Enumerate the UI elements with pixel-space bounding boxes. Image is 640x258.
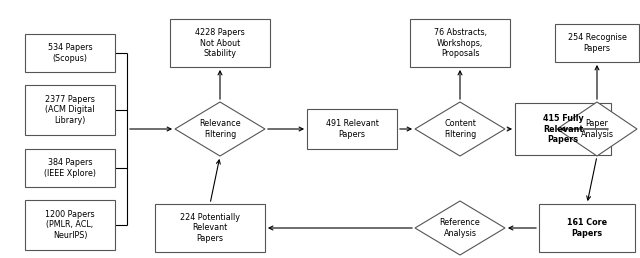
FancyBboxPatch shape (515, 103, 611, 155)
Polygon shape (175, 102, 265, 156)
FancyBboxPatch shape (25, 85, 115, 135)
Text: Relevance
Filtering: Relevance Filtering (199, 119, 241, 139)
Text: 384 Papers
(IEEE Xplore): 384 Papers (IEEE Xplore) (44, 158, 96, 178)
Polygon shape (415, 102, 505, 156)
Text: 224 Potentially
Relevant
Papers: 224 Potentially Relevant Papers (180, 213, 240, 243)
FancyBboxPatch shape (307, 109, 397, 149)
FancyBboxPatch shape (410, 19, 510, 67)
FancyBboxPatch shape (170, 19, 270, 67)
Text: 161 Core
Papers: 161 Core Papers (567, 218, 607, 238)
Text: 254 Recognise
Papers: 254 Recognise Papers (568, 33, 627, 53)
FancyBboxPatch shape (25, 200, 115, 250)
FancyBboxPatch shape (539, 204, 635, 252)
Text: Paper
Analysis: Paper Analysis (580, 119, 614, 139)
Text: Reference
Analysis: Reference Analysis (440, 218, 481, 238)
Polygon shape (557, 102, 637, 156)
FancyBboxPatch shape (555, 24, 639, 62)
Text: 1200 Papers
(PMLR, ACL,
NeurIPS): 1200 Papers (PMLR, ACL, NeurIPS) (45, 210, 95, 240)
FancyBboxPatch shape (25, 34, 115, 72)
Text: 76 Abstracts,
Workshops,
Proposals: 76 Abstracts, Workshops, Proposals (433, 28, 486, 58)
Text: 491 Relevant
Papers: 491 Relevant Papers (326, 119, 378, 139)
FancyBboxPatch shape (25, 149, 115, 187)
Text: 4228 Papers
Not About
Stability: 4228 Papers Not About Stability (195, 28, 245, 58)
Text: 534 Papers
(Scopus): 534 Papers (Scopus) (48, 43, 92, 63)
Polygon shape (415, 201, 505, 255)
Text: 2377 Papers
(ACM Digital
Library): 2377 Papers (ACM Digital Library) (45, 95, 95, 125)
Text: Content
Filtering: Content Filtering (444, 119, 476, 139)
Text: 415 Fully
Relevant
Papers: 415 Fully Relevant Papers (543, 114, 584, 144)
FancyBboxPatch shape (155, 204, 265, 252)
